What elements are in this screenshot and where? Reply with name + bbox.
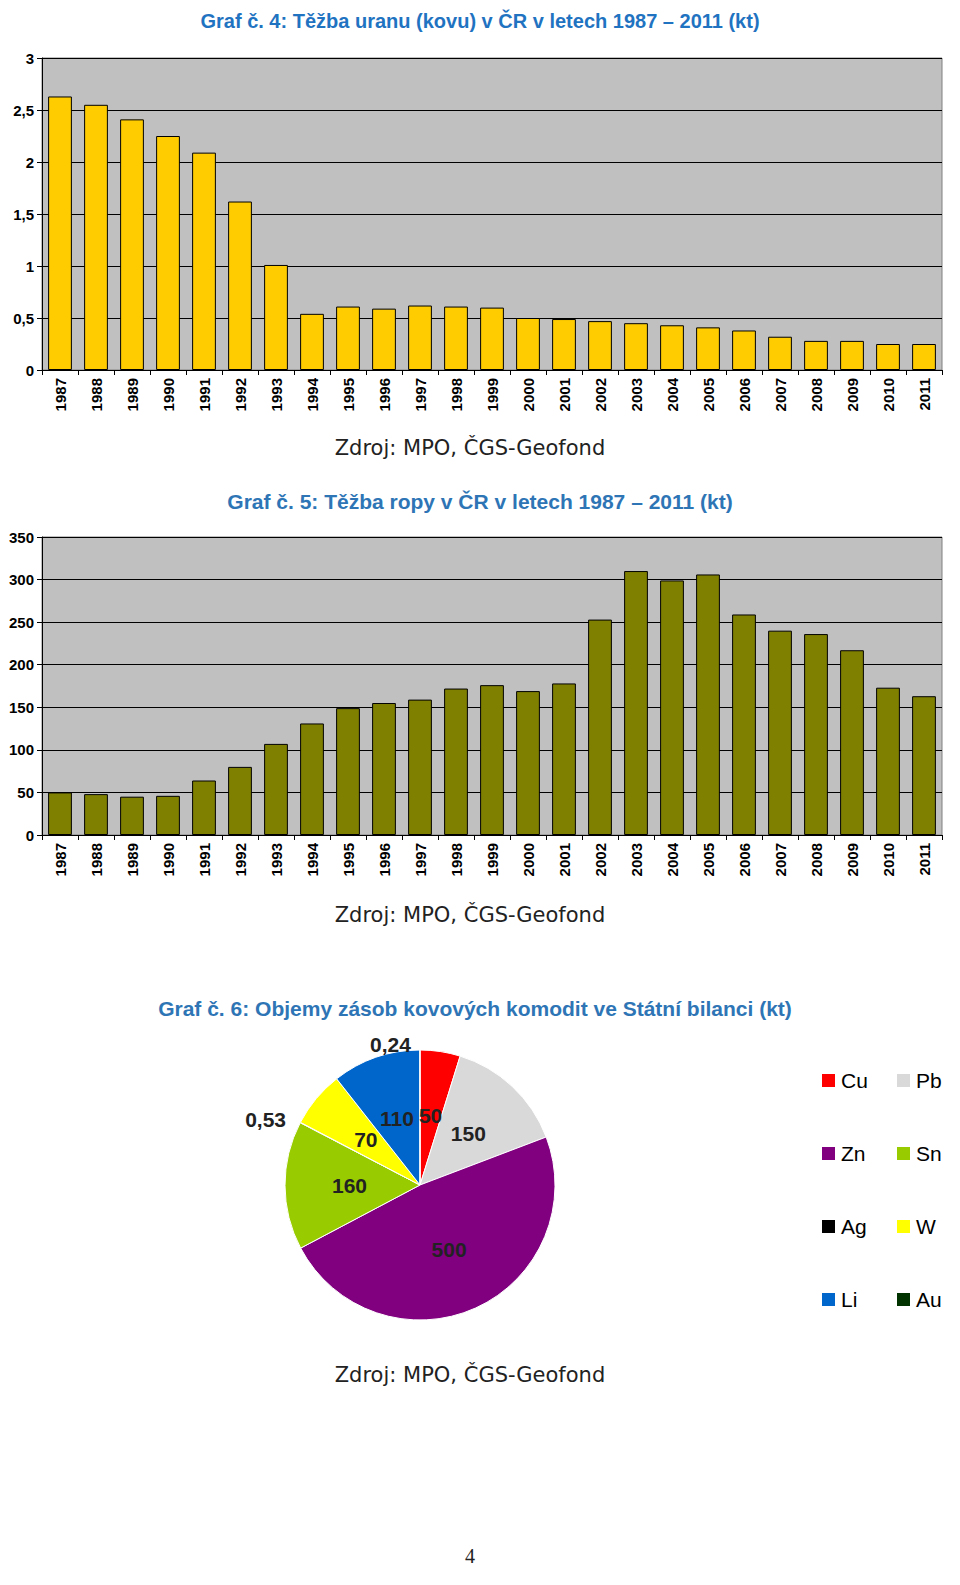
svg-text:Sn: Sn <box>916 1142 942 1165</box>
svg-text:200: 200 <box>9 656 34 673</box>
svg-text:160: 160 <box>332 1174 367 1197</box>
svg-text:1993: 1993 <box>268 843 285 876</box>
svg-text:Cu: Cu <box>841 1069 868 1092</box>
svg-text:2006: 2006 <box>736 378 753 411</box>
svg-text:Graf č. 6: Objemy zásob kovový: Graf č. 6: Objemy zásob kovových komodit… <box>158 997 792 1020</box>
svg-text:1998: 1998 <box>448 378 465 411</box>
svg-text:Graf č. 5: Těžba ropy v ČR v l: Graf č. 5: Těžba ropy v ČR v letech 1987… <box>227 490 732 513</box>
svg-text:1987: 1987 <box>52 378 69 411</box>
svg-text:1997: 1997 <box>412 843 429 876</box>
svg-text:2008: 2008 <box>808 378 825 411</box>
svg-text:2008: 2008 <box>808 843 825 876</box>
svg-text:0,5: 0,5 <box>13 310 34 327</box>
svg-text:1,5: 1,5 <box>13 206 34 223</box>
svg-text:500: 500 <box>432 1238 467 1261</box>
svg-text:1998: 1998 <box>448 843 465 876</box>
svg-text:Li: Li <box>841 1288 857 1311</box>
svg-text:0: 0 <box>26 362 34 379</box>
svg-text:1988: 1988 <box>88 378 105 411</box>
svg-text:1989: 1989 <box>124 843 141 876</box>
svg-text:350: 350 <box>9 529 34 546</box>
svg-text:1991: 1991 <box>196 378 213 411</box>
svg-text:70: 70 <box>354 1128 377 1151</box>
svg-text:2004: 2004 <box>664 842 681 876</box>
svg-text:1990: 1990 <box>160 843 177 876</box>
svg-text:2000: 2000 <box>520 843 537 876</box>
svg-text:1990: 1990 <box>160 378 177 411</box>
svg-text:1996: 1996 <box>376 378 393 411</box>
svg-text:2007: 2007 <box>772 378 789 411</box>
svg-text:150: 150 <box>451 1122 486 1145</box>
svg-text:Pb: Pb <box>916 1069 942 1092</box>
svg-text:0,24: 0,24 <box>370 1033 411 1056</box>
svg-text:2001: 2001 <box>556 843 573 876</box>
svg-text:1989: 1989 <box>124 378 141 411</box>
svg-text:0,53: 0,53 <box>245 1108 286 1131</box>
svg-text:2003: 2003 <box>628 843 645 876</box>
svg-text:2002: 2002 <box>592 378 609 411</box>
svg-text:110: 110 <box>380 1107 414 1130</box>
svg-text:0: 0 <box>26 827 34 844</box>
svg-text:2001: 2001 <box>556 378 573 411</box>
html-text:Zdroj: MPO, ČGS-Geofond: Zdroj: MPO, ČGS-Geofond <box>334 1363 606 1387</box>
svg-text:Au: Au <box>916 1288 942 1311</box>
svg-text:1994: 1994 <box>304 377 321 411</box>
svg-text:2011: 2011 <box>916 378 933 411</box>
svg-text:2: 2 <box>26 154 34 171</box>
svg-text:2010: 2010 <box>880 378 897 411</box>
svg-text:1994: 1994 <box>304 842 321 876</box>
svg-text:2002: 2002 <box>592 843 609 876</box>
svg-text:2005: 2005 <box>700 378 717 411</box>
svg-text:Ag: Ag <box>841 1215 867 1238</box>
html-text:4: 4 <box>465 1545 475 1567</box>
svg-text:2007: 2007 <box>772 843 789 876</box>
svg-text:2011: 2011 <box>916 843 933 876</box>
svg-text:2,5: 2,5 <box>13 102 34 119</box>
svg-text:2006: 2006 <box>736 843 753 876</box>
svg-text:1999: 1999 <box>484 843 501 876</box>
svg-text:250: 250 <box>9 614 34 631</box>
svg-text:100: 100 <box>9 741 34 758</box>
svg-text:1995: 1995 <box>340 843 357 876</box>
svg-text:2009: 2009 <box>844 843 861 876</box>
svg-text:2000: 2000 <box>520 378 537 411</box>
svg-text:1992: 1992 <box>232 843 249 876</box>
svg-text:W: W <box>916 1215 936 1238</box>
svg-text:2005: 2005 <box>700 843 717 876</box>
svg-text:1992: 1992 <box>232 378 249 411</box>
svg-text:2009: 2009 <box>844 378 861 411</box>
svg-text:1993: 1993 <box>268 378 285 411</box>
svg-text:1999: 1999 <box>484 378 501 411</box>
svg-text:2003: 2003 <box>628 378 645 411</box>
svg-text:50: 50 <box>17 784 34 801</box>
svg-text:300: 300 <box>9 571 34 588</box>
svg-text:1: 1 <box>26 258 34 275</box>
svg-text:3: 3 <box>26 50 34 67</box>
svg-text:1997: 1997 <box>412 378 429 411</box>
svg-text:2010: 2010 <box>880 843 897 876</box>
svg-text:1991: 1991 <box>196 843 213 876</box>
svg-text:50: 50 <box>419 1104 442 1127</box>
svg-text:1988: 1988 <box>88 843 105 876</box>
html-text:Zdroj: MPO, ČGS-Geofond: Zdroj: MPO, ČGS-Geofond <box>334 903 606 927</box>
svg-text:1987: 1987 <box>52 843 69 876</box>
svg-text:1995: 1995 <box>340 378 357 411</box>
svg-text:Graf č. 4: Těžba uranu (kovu): Graf č. 4: Těžba uranu (kovu) v ČR v let… <box>200 9 759 32</box>
svg-text:150: 150 <box>9 699 34 716</box>
svg-text:2004: 2004 <box>664 377 681 411</box>
svg-text:1996: 1996 <box>376 843 393 876</box>
svg-text:Zn: Zn <box>841 1142 866 1165</box>
html-text:Zdroj: MPO, ČGS-Geofond: Zdroj: MPO, ČGS-Geofond <box>334 436 606 460</box>
